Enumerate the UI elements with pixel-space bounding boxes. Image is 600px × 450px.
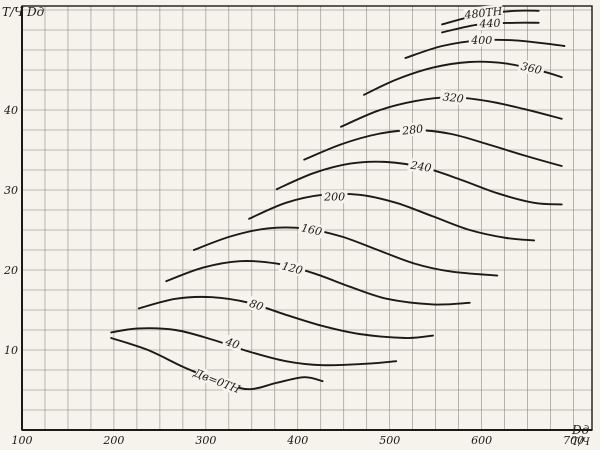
curve-label-gap (221, 333, 244, 353)
curve-label-360: 360 (517, 58, 546, 78)
curve-label-text: 120 (281, 259, 305, 277)
curve-label-80: 80 (245, 295, 268, 314)
x-tick-label-600: 600 (471, 434, 492, 447)
curve-label-gap (463, 4, 504, 22)
curve-label-gap (517, 58, 546, 78)
curve-label-280: 280 (399, 121, 427, 138)
y-axis-symbol-label: Dд (27, 5, 45, 19)
y-tick-label-10: 10 (4, 344, 18, 357)
curve-label-gap (193, 366, 241, 396)
curve-label-gap (476, 16, 504, 31)
curve-label-text: 160 (300, 221, 323, 238)
curve-label-gap (321, 190, 348, 204)
curve-label-gap (439, 89, 467, 106)
curve-label-200: 200 (321, 190, 348, 204)
y-tick-label-20: 20 (3, 264, 18, 277)
x-tick-label-300: 300 (195, 434, 216, 447)
curve-label-gap (278, 258, 307, 278)
curve-label-120: 120 (278, 258, 307, 278)
x-tick-label-500: 500 (379, 434, 400, 447)
curve-label-text: 440 (478, 17, 501, 31)
curve-label-text: 280 (401, 122, 424, 137)
x-tick-label-700: 700 (563, 434, 584, 447)
curve-200 (248, 192, 536, 242)
curve-label-480ТН: 480ТН (463, 4, 504, 22)
curve-label-text: 40 (223, 335, 241, 352)
x-axis-symbol-label: Dд (572, 423, 590, 437)
curve-400 (404, 38, 566, 59)
curve-label-text: 320 (442, 90, 464, 105)
curve-label-440: 440 (476, 16, 504, 31)
curve-label-text: 360 (520, 60, 543, 77)
grid (21, 6, 592, 431)
curve-label-gap (407, 157, 435, 175)
curve-40 (110, 327, 398, 367)
curve-label-text: 480ТН (463, 5, 504, 22)
y-axis-unit-label: Т/Ч (2, 5, 24, 19)
x-axis-unit-label: Т/Ч (572, 437, 590, 448)
curve-label-text: 80 (248, 297, 265, 314)
curve-280 (303, 129, 563, 167)
curve-label-gap (245, 295, 268, 314)
curve-120 (165, 260, 471, 306)
curve-label-40: 40 (221, 333, 244, 353)
x-tick-label-400: 400 (286, 434, 308, 447)
curve-label-text: 240 (409, 159, 433, 175)
y-tick-label-40: 40 (3, 104, 18, 117)
curve-label-320: 320 (439, 89, 467, 106)
curve-label-gap (297, 220, 326, 239)
y-tick-label-30: 30 (4, 184, 18, 197)
curve-label-text: 400 (470, 34, 492, 47)
curve-label-text: 200 (323, 191, 345, 204)
curve-label-400: 400 (468, 33, 495, 47)
x-tick-label-200: 200 (102, 434, 124, 447)
curve-160 (192, 226, 499, 277)
curve-label-240: 240 (407, 157, 435, 175)
curve-label-160: 160 (297, 220, 326, 239)
curve-label-gap (468, 33, 495, 47)
x-tick-label-100: 100 (12, 434, 33, 447)
curve-80 (137, 295, 434, 339)
curve-label-gap (399, 121, 427, 138)
